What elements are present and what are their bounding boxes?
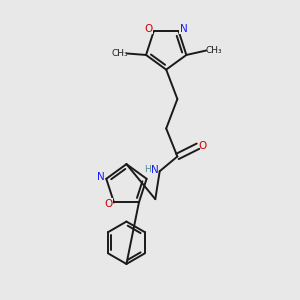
Text: CH₃: CH₃ xyxy=(206,46,222,55)
Text: N: N xyxy=(180,24,188,34)
Text: N: N xyxy=(152,165,159,175)
Text: CH₃: CH₃ xyxy=(111,49,128,58)
Text: N: N xyxy=(97,172,105,182)
Text: O: O xyxy=(199,141,207,151)
Text: H: H xyxy=(144,165,151,174)
Text: O: O xyxy=(145,24,153,34)
Text: O: O xyxy=(105,199,113,209)
